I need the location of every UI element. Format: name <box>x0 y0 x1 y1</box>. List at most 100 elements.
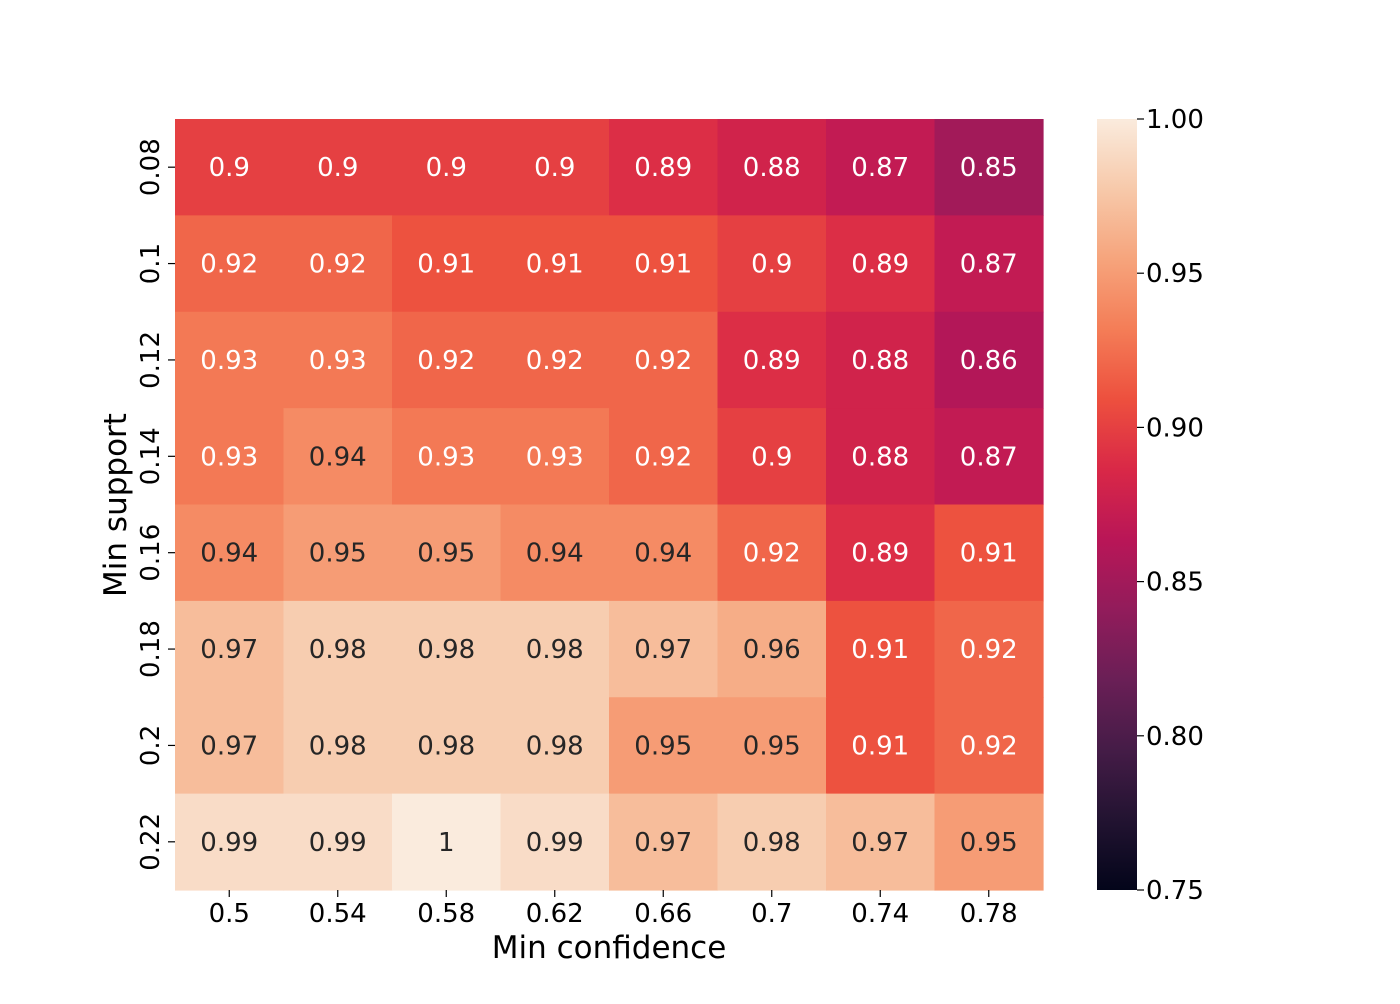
cell-value-label: 0.98 <box>526 731 584 761</box>
cell-value-label: 0.9 <box>751 250 792 280</box>
heatmap-cell <box>934 504 1044 602</box>
heatmap-cell <box>717 697 827 795</box>
heatmap-cell <box>283 408 393 506</box>
cell-value-label: 0.97 <box>634 828 692 858</box>
cell-value-label: 0.92 <box>309 250 367 280</box>
y-tick-label: 0.16 <box>136 524 166 582</box>
heatmap-cell <box>283 697 393 795</box>
heatmap-cell <box>392 504 502 602</box>
heatmap-cell <box>500 408 610 506</box>
heatmap-cell <box>934 311 1044 409</box>
cell-value-label: 0.98 <box>743 828 801 858</box>
heatmap-cell <box>826 119 936 216</box>
heatmap-cell <box>826 311 936 409</box>
y-tick-label: 0.14 <box>136 427 166 485</box>
heatmap-cell <box>934 793 1044 891</box>
cell-value-label: 0.92 <box>743 539 801 569</box>
cell-value-label: 0.95 <box>634 731 692 761</box>
heatmap-cell <box>175 408 285 506</box>
x-tick-label: 0.54 <box>309 899 367 929</box>
colorbar-tick-label: 1.00 <box>1146 105 1204 135</box>
heatmap-cell <box>500 793 610 891</box>
cell-value-label: 0.98 <box>309 731 367 761</box>
cell-value-label: 0.88 <box>743 153 801 183</box>
cell-value-label: 0.95 <box>417 539 475 569</box>
heatmap-cell-labels: 0.9 0.9 0.9 0.9 0.89 0.88 0.87 0.850.92 0.92 0.91… <box>200 153 1017 858</box>
y-axis: 0.08 0.1 0.12 0.14 0.16 0.18 0.2 0.22 <box>136 138 175 871</box>
heatmap-cell <box>392 600 502 698</box>
x-axis-label: Min confidence <box>492 930 727 966</box>
cell-value-label: 0.86 <box>960 346 1018 376</box>
cell-value-label: 0.94 <box>200 539 258 569</box>
colorbar-tick-label: 0.90 <box>1146 413 1204 443</box>
heatmap-cell <box>175 215 285 313</box>
heatmap-cell <box>283 215 393 313</box>
heatmap-cell <box>717 215 827 313</box>
heatmap-cell <box>826 600 936 698</box>
heatmap-cell <box>500 697 610 795</box>
y-tick-label: 0.1 <box>136 243 166 284</box>
cell-value-label: 0.89 <box>851 539 909 569</box>
cell-value-label: 0.97 <box>200 635 258 665</box>
cell-value-label: 0.98 <box>417 635 475 665</box>
cell-value-label: 0.91 <box>960 539 1018 569</box>
heatmap-cell <box>500 504 610 602</box>
x-tick-label: 0.78 <box>960 899 1018 929</box>
heatmap-cell <box>175 504 285 602</box>
heatmap-cell <box>826 504 936 602</box>
heatmap-cell <box>175 119 285 216</box>
heatmap-cell <box>609 311 719 409</box>
cell-value-label: 0.94 <box>634 539 692 569</box>
cell-value-label: 0.95 <box>309 539 367 569</box>
cell-value-label: 0.91 <box>851 635 909 665</box>
x-tick-label: 0.5 <box>209 899 250 929</box>
cell-value-label: 0.98 <box>309 635 367 665</box>
heatmap-cell <box>934 119 1044 216</box>
heatmap-cell <box>609 504 719 602</box>
cell-value-label: 0.93 <box>309 346 367 376</box>
cell-value-label: 0.97 <box>634 635 692 665</box>
cell-value-label: 0.99 <box>526 828 584 858</box>
heatmap-cell <box>283 119 393 216</box>
y-tick-label: 0.18 <box>136 620 166 678</box>
heatmap-cell <box>609 408 719 506</box>
colorbar-tick-label: 0.75 <box>1146 876 1204 906</box>
y-tick-label: 0.2 <box>136 725 166 766</box>
cell-value-label: 0.98 <box>526 635 584 665</box>
cell-value-label: 0.98 <box>417 731 475 761</box>
heatmap-cell <box>283 793 393 891</box>
cell-value-label: 0.92 <box>960 635 1018 665</box>
heatmap-cell <box>609 793 719 891</box>
y-tick-label: 0.12 <box>136 331 166 389</box>
heatmap-cell <box>175 793 285 891</box>
heatmap-cell <box>283 600 393 698</box>
cell-value-label: 0.89 <box>743 346 801 376</box>
x-tick-label: 0.62 <box>526 899 584 929</box>
cell-value-label: 0.94 <box>526 539 584 569</box>
colorbar-tick-label: 0.85 <box>1146 568 1204 598</box>
heatmap-cell <box>934 600 1044 698</box>
cell-value-label: 0.93 <box>417 442 475 472</box>
cell-value-label: 0.91 <box>851 731 909 761</box>
heatmap-cell <box>392 793 502 891</box>
heatmap-cell <box>500 311 610 409</box>
cell-value-label: 0.92 <box>200 250 258 280</box>
cell-value-label: 0.91 <box>634 250 692 280</box>
cell-value-label: 0.91 <box>417 250 475 280</box>
cell-value-label: 0.9 <box>317 153 358 183</box>
y-tick-label: 0.22 <box>136 813 166 871</box>
cell-value-label: 0.87 <box>960 442 1018 472</box>
cell-value-label: 0.95 <box>743 731 801 761</box>
cell-value-label: 0.89 <box>634 153 692 183</box>
heatmap-cell <box>609 119 719 216</box>
cell-value-label: 0.9 <box>209 153 250 183</box>
heatmap-cell <box>175 600 285 698</box>
heatmap-cell <box>392 408 502 506</box>
heatmap-cell <box>826 697 936 795</box>
y-tick-label: 0.08 <box>136 138 166 196</box>
heatmap-cell <box>283 311 393 409</box>
cell-value-label: 0.88 <box>851 346 909 376</box>
colorbar: 0.75 0.80 0.85 0.90 0.95 1.00 <box>1097 105 1204 906</box>
